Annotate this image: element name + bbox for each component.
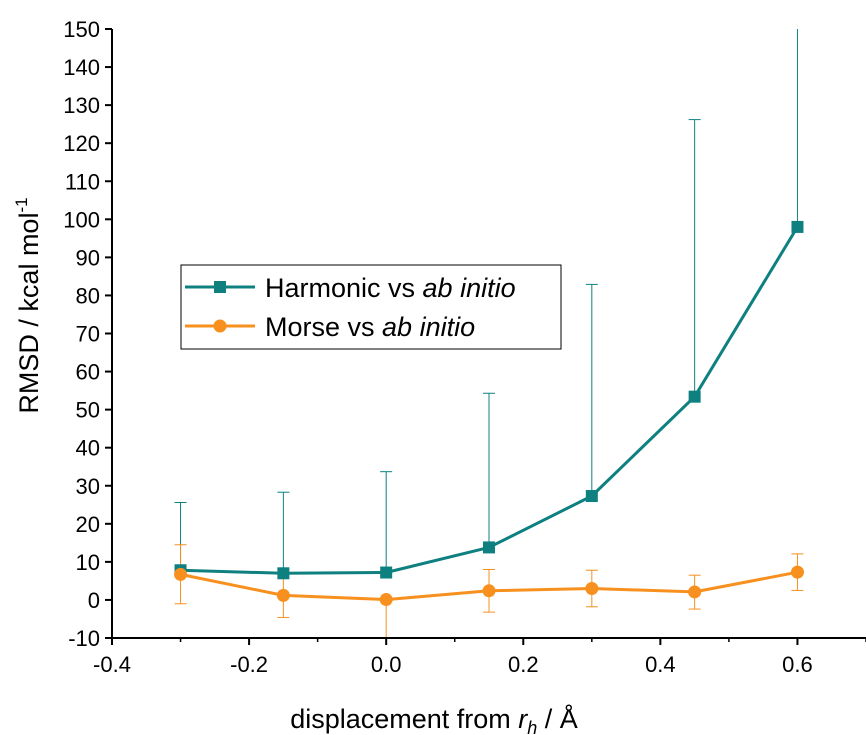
morse-data-point — [688, 585, 702, 599]
harmonic-data-point — [277, 567, 290, 580]
y-tick-label: 90 — [76, 245, 100, 270]
x-axis-title-subscript: h — [527, 718, 537, 735]
harmonic-errorbar — [277, 491, 290, 574]
y-tick-label: 140 — [63, 55, 100, 80]
axes: -0.4 -0.2 0.0 0.2 0.4 0.6 -10 0 10 20 30 40 50 60 70 80… — [12, 17, 866, 735]
x-tick-label: 0.0 — [371, 652, 402, 677]
morse-data-point — [276, 588, 290, 602]
legend-morse-label-plain: Morse vs — [265, 312, 382, 342]
morse-data-point — [790, 565, 804, 579]
y-axis-title-text: RMSD / kcal mol — [14, 213, 44, 414]
x-axis-title-symbol: r — [518, 704, 528, 734]
harmonic-errorbar — [585, 283, 598, 497]
legend-morse-label: Morse vs ab initio — [265, 312, 475, 342]
x-tick-label: 0.2 — [508, 652, 539, 677]
y-tick-label: 50 — [76, 398, 100, 423]
harmonic-data-point — [380, 566, 393, 579]
y-tick-label: 60 — [76, 360, 100, 385]
x-tick-label: -0.4 — [93, 652, 131, 677]
series-markers — [174, 220, 804, 607]
y-tick-label: 0 — [88, 588, 100, 613]
x-tick-label: -0.2 — [230, 652, 268, 677]
morse-data-point — [174, 567, 188, 581]
morse-data-point — [482, 584, 496, 598]
y-tick-label: 40 — [76, 436, 100, 461]
harmonic-data-point — [688, 390, 701, 403]
y-tick-label: 130 — [63, 93, 100, 118]
y-axis-title: RMSD / kcal mol-1 — [12, 197, 44, 413]
legend-harmonic-label-plain: Harmonic vs — [265, 273, 423, 303]
y-tick-label: -10 — [68, 626, 100, 651]
y-tick-label: 30 — [76, 474, 100, 499]
y-tick-label: 110 — [65, 169, 100, 194]
legend-morse-label-italic: ab initio — [382, 312, 475, 342]
legend-harmonic-marker — [214, 281, 226, 293]
harmonic-errorbar — [688, 119, 701, 397]
legend-harmonic-label: Harmonic vs ab initio — [265, 273, 516, 303]
y-tick-label: 70 — [76, 322, 100, 347]
legend-harmonic-label-italic: ab initio — [423, 273, 516, 303]
x-axis-title: displacement from rh / Å — [290, 703, 578, 735]
harmonic-errorbar — [483, 392, 495, 548]
x-axis-title-suffix: / Å — [537, 703, 578, 734]
x-tick-label: 0.4 — [645, 652, 676, 677]
y-tick-label: 20 — [76, 512, 100, 537]
legend-box — [180, 264, 562, 350]
harmonic-data-point — [791, 220, 804, 233]
morse-data-point — [585, 582, 599, 596]
y-axis-title-superscript: -1 — [12, 197, 31, 212]
y-tick-label: 100 — [63, 207, 100, 232]
x-axis-title-prefix: displacement from — [290, 704, 518, 734]
y-tick-label: 120 — [63, 131, 100, 156]
y-tick-label: 10 — [76, 550, 100, 575]
harmonic-data-point — [585, 490, 598, 503]
morse-data-point — [379, 593, 393, 607]
x-tick-label: 0.6 — [782, 652, 813, 677]
legend-morse-marker — [213, 319, 227, 333]
y-tick-label: 80 — [76, 283, 100, 308]
harmonic-errorbar — [380, 471, 393, 573]
harmonic-data-point — [483, 541, 495, 554]
y-tick-label: 150 — [63, 17, 100, 42]
